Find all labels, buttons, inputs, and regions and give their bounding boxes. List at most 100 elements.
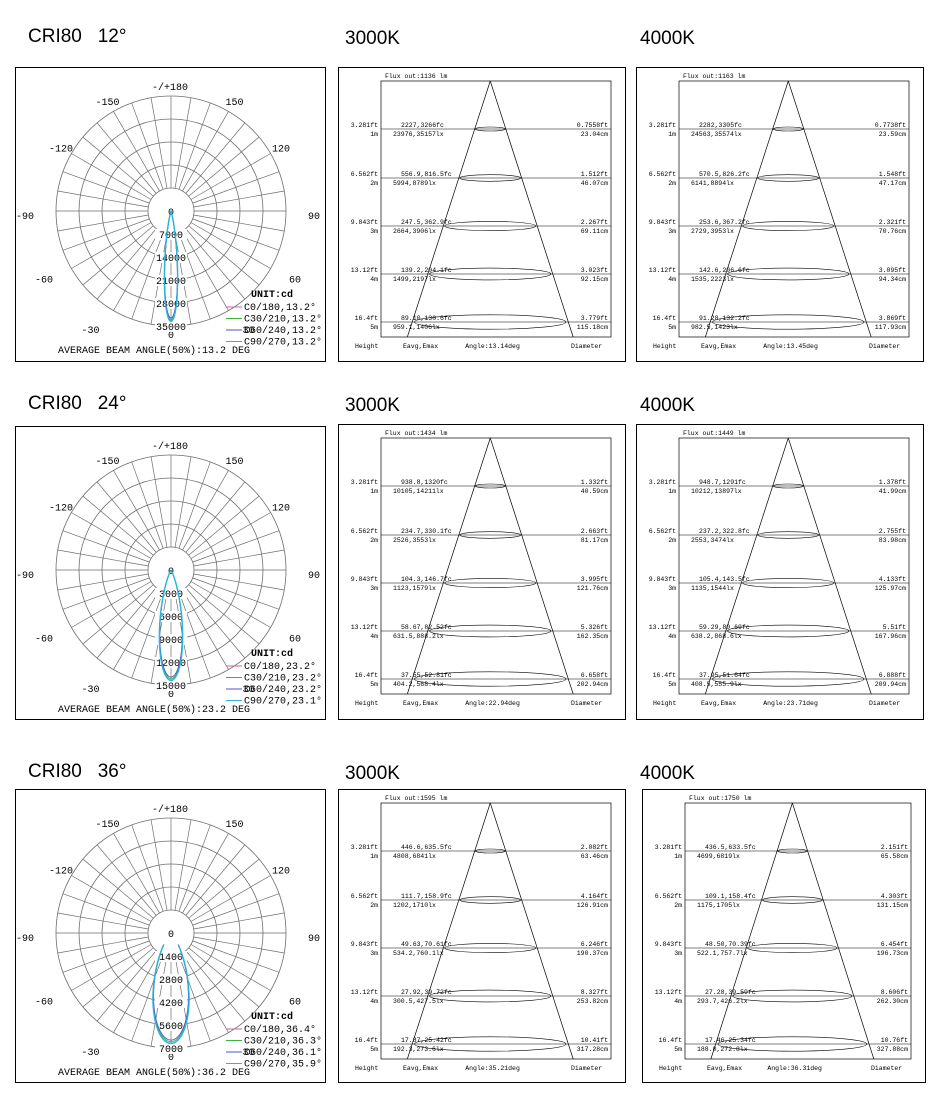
distance-ft: 6.562ft	[655, 893, 682, 900]
grid-spoke	[182, 111, 229, 192]
beam-ellipse	[459, 531, 522, 539]
grid-spoke	[174, 819, 192, 911]
angle-label: 150	[225, 457, 243, 468]
distance-m: 3m	[370, 950, 378, 957]
diameter-cm: 196.73cm	[877, 950, 908, 957]
diameter-ft: 3.869ft	[879, 315, 906, 322]
diameter-cm: 253.82cm	[577, 998, 608, 1005]
polar-chart-panel: -/+180 150 120 90 60 30 -150 -120 -90 -60 -30 0 0 700…	[15, 67, 326, 362]
polar-chart-panel: -/+180 150 120 90 60 30 -150 -120 -90 -60 -30 0 0 140…	[15, 789, 326, 1083]
radial-tick-bg	[155, 229, 187, 240]
distance-m: 2m	[668, 537, 676, 544]
illuminance-cone-chart: Flux out:1595 lm 3.281ft 1m 446.6,635.5fc 48…	[351, 795, 612, 1072]
radial-tick-label: 6000	[159, 613, 183, 624]
radial-tick-bg	[155, 1043, 187, 1054]
grid-spoke	[178, 824, 211, 912]
beam-ellipse	[459, 174, 522, 182]
beam-ellipse	[727, 267, 850, 281]
footer-angle: Angle:13.14deg	[465, 343, 520, 350]
grid-spoke	[62, 893, 150, 926]
grid-spoke	[96, 950, 157, 1022]
angle-label: -60	[35, 276, 53, 287]
angle-label: 90	[308, 212, 320, 223]
distance-m: 2m	[370, 180, 378, 187]
distance-m: 5m	[668, 324, 676, 331]
illuminance-fc: 2282,3305fc	[699, 122, 742, 129]
beam-ellipse	[727, 624, 850, 638]
angle-label: -/+180	[152, 441, 188, 453]
illuminance-lx: 638.2,868.6lx	[691, 633, 742, 640]
cone-title-4000k: 4000K	[640, 28, 695, 49]
radial-tick-label: 15000	[156, 682, 186, 693]
footer-angle: Angle:22.94deg	[465, 700, 520, 707]
grid-spoke	[190, 512, 271, 559]
distance-ft: 6.562ft	[649, 171, 676, 178]
radial-tick-bg	[155, 928, 187, 939]
flux-out-label: Flux out:1750 lm	[689, 795, 752, 802]
cone-title-3000k: 3000K	[345, 763, 400, 784]
grid-spoke	[57, 214, 149, 232]
grid-spoke	[193, 936, 285, 954]
distance-ft: 13.12ft	[351, 267, 378, 274]
footer-height: Height	[355, 343, 379, 350]
illuminance-fc: 234.7,330.1fc	[401, 528, 452, 535]
illuminance-fc: 142.6,206.6fc	[699, 267, 750, 274]
distance-m: 3m	[668, 228, 676, 235]
diameter-cm: 65.58cm	[881, 853, 908, 860]
illuminance-lx: 24563,35574lx	[691, 131, 742, 138]
flux-out-label: Flux out:1136 lm	[385, 73, 448, 80]
radial-tick-label: 28000	[156, 300, 186, 311]
angle-label: -90	[16, 934, 34, 945]
grid-spoke	[178, 461, 211, 549]
diameter-ft: 4.164ft	[581, 893, 608, 900]
grid-spoke	[188, 584, 260, 645]
grid-spoke	[193, 573, 285, 591]
beam-ellipse	[762, 896, 823, 904]
grid-spoke	[185, 950, 246, 1022]
distance-ft: 6.562ft	[649, 528, 676, 535]
illuminance-fc: 49.63,70.61fc	[401, 941, 452, 948]
radial-tick-bg	[155, 275, 187, 286]
illuminance-lx: 300.5,427.5lx	[393, 998, 444, 1005]
row-cri-label: CRI80	[28, 26, 82, 47]
distance-ft: 16.4ft	[659, 1037, 683, 1044]
grid-spoke	[82, 225, 154, 286]
illuminance-cone-chart: Flux out:1136 lm 3.281ft 1m 2227,3266fc 2397…	[351, 73, 612, 350]
radial-tick-bg	[155, 657, 187, 668]
grid-spoke	[62, 577, 150, 610]
radial-tick-bg	[155, 565, 187, 576]
grid-spoke	[113, 111, 160, 192]
cone-edge	[792, 802, 875, 1060]
diameter-cm: 162.35cm	[577, 633, 608, 640]
illuminance-lx: 2729,3953lx	[691, 228, 734, 235]
grid-spoke	[190, 153, 271, 200]
illuminance-fc: 59.29,80.69fc	[699, 624, 750, 631]
illuminance-fc: 27.92,39.72fc	[401, 989, 452, 996]
footer-angle: Angle:35.21deg	[465, 1065, 520, 1072]
diameter-ft: 6.246ft	[581, 941, 608, 948]
diameter-cm: 47.17cm	[879, 180, 906, 187]
illuminance-fc: 570.5,826.2fc	[699, 171, 750, 178]
diameter-ft: 4.133ft	[879, 576, 906, 583]
grid-spoke	[182, 952, 229, 1033]
grid-spoke	[57, 936, 149, 954]
legend-entry: C0/180,36.4°	[244, 1024, 316, 1036]
polar-chart: -/+180 150 120 90 60 30 -150 -120 -90 -60 -30 0 0 140…	[16, 804, 322, 1079]
illuminance-lx: 192.3,273.6lx	[393, 1046, 444, 1053]
illuminance-fc: 58.67,82.52fc	[401, 624, 452, 631]
angle-label: 60	[289, 998, 301, 1009]
grid-spoke	[190, 222, 271, 269]
grid-spoke	[190, 944, 271, 991]
grid-spoke	[178, 591, 211, 679]
distance-m: 1m	[668, 131, 676, 138]
footer-diameter: Diameter	[871, 1065, 902, 1072]
angle-label: 60	[289, 635, 301, 646]
cone-frame	[678, 437, 910, 695]
grid-spoke	[131, 232, 164, 320]
distance-m: 2m	[370, 537, 378, 544]
grid-spoke	[82, 136, 154, 197]
angle-label: -90	[16, 212, 34, 223]
diameter-ft: 2.321ft	[879, 219, 906, 226]
radial-tick-label: 12000	[156, 659, 186, 670]
row-cri-label: CRI80	[28, 393, 82, 414]
